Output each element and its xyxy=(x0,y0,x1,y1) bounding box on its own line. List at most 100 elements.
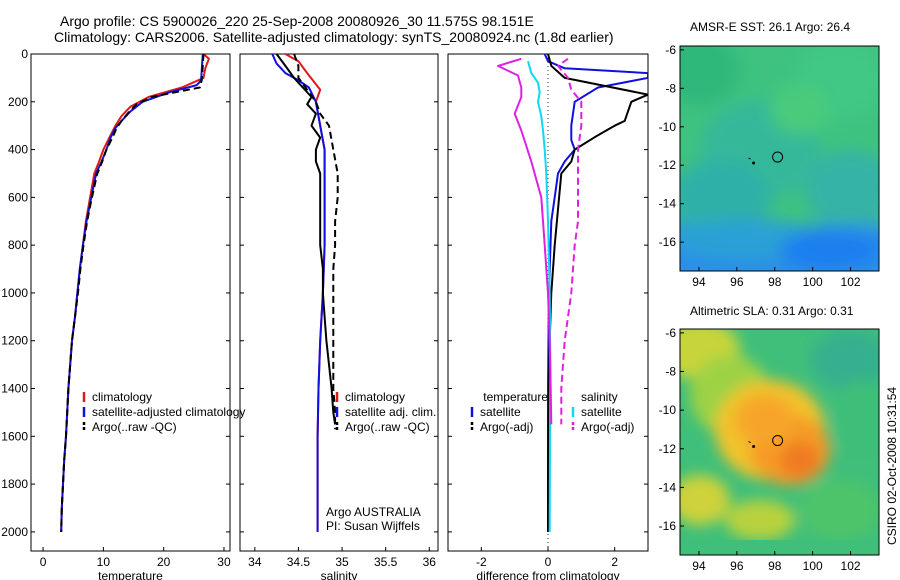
float-track-segment xyxy=(748,441,751,443)
salinity-series-line xyxy=(293,54,339,430)
depth-tick-label: 2000 xyxy=(1,525,28,539)
temperature-xtick-label: 20 xyxy=(157,555,171,569)
sst_map-xtick-label: 94 xyxy=(692,275,706,289)
temperature-legend-item: climatology xyxy=(92,390,152,404)
depth-tick-label: 1200 xyxy=(1,334,28,348)
figure-title-line2: Climatology: CARS2006. Satellite-adjuste… xyxy=(54,29,614,45)
temperature-frame xyxy=(30,53,231,552)
temperature-series-line xyxy=(60,54,205,532)
temperature-series-line xyxy=(60,54,204,532)
panel-salinity: 34 34.5 35 35.5 36 salinity xyxy=(239,53,439,580)
sst-map-axes: 94 96 98 100 102 -6 -8 -10 -12 -14 -16 xyxy=(659,43,861,289)
sst_map-ytick-label: -10 xyxy=(659,120,677,134)
float-location-marker xyxy=(772,151,784,163)
difference-xtick-label: -2 xyxy=(476,555,487,569)
difference-legend: temperaturesatelliteArgo(-adj)salinitysa… xyxy=(470,390,634,434)
depth-tick-label: 1000 xyxy=(1,286,28,300)
difference-series-line xyxy=(543,54,648,532)
salinity-series xyxy=(271,54,339,532)
difference-legend-item: Argo(-adj) xyxy=(581,420,634,434)
depth-tick-label: 1800 xyxy=(1,477,28,491)
temperature-xtick-label: 10 xyxy=(97,555,111,569)
difference-xtick-label: 0 xyxy=(545,555,552,569)
depth-tick-label: 1400 xyxy=(1,382,28,396)
difference-legend-heading: temperature xyxy=(483,390,548,404)
sla_map-ytick-label: -8 xyxy=(665,364,676,378)
salinity-series-line xyxy=(284,54,326,532)
timestamp-side-label: CSIRO 02-Oct-2008 10:31:54 xyxy=(885,387,899,545)
salinity-legend-item: climatology xyxy=(345,390,405,404)
sst_map-ytick-label: -16 xyxy=(659,235,677,249)
salinity-annotation: PI: Susan Wijffels xyxy=(326,519,420,533)
profile-panels: 0 10 20 30temperature0200400600800100012001… xyxy=(1,47,649,580)
sla_map-ytick-label: -12 xyxy=(659,442,677,456)
salinity-xtick-label: 35 xyxy=(335,555,349,569)
sla_map-ytick-label: -10 xyxy=(659,403,677,417)
sst_map-xtick-label: 96 xyxy=(730,275,744,289)
depth-tick-label: 800 xyxy=(8,238,28,252)
sst-map-panel: AMSR-E SST: 26.1 Argo: 26.4 94 96 98 100 102… xyxy=(659,20,880,289)
salinity-legend-item: satellite adj. clim. xyxy=(345,405,436,419)
sla_map-xtick-label: 98 xyxy=(768,559,782,573)
sst_map-ytick-label: -6 xyxy=(665,43,676,57)
sla-map-title: Altimetric SLA: 0.31 Argo: 0.31 xyxy=(690,304,854,318)
temperature-series-line xyxy=(60,54,210,532)
salinity-legend-item: Argo(..raw -QC) xyxy=(345,420,430,434)
sst_map-ytick-label: -14 xyxy=(659,197,677,211)
sla_map-xtick-label: 96 xyxy=(730,559,744,573)
temperature-legend-item: satellite-adjusted climatology xyxy=(92,405,245,419)
sla_map-ytick-label: -14 xyxy=(659,480,677,494)
sla-map-panel: Altimetric SLA: 0.31 Argo: 0.31 94 96 98 10… xyxy=(659,304,880,573)
salinity-xtick-label: 35.5 xyxy=(374,555,398,569)
difference-series xyxy=(497,54,648,532)
sla-map-axes: 94 96 98 100 102 -6 -8 -10 -12 -14 -16 xyxy=(659,326,861,573)
difference-series-line xyxy=(547,54,648,532)
sst-map-field xyxy=(680,46,879,271)
depth-tick-label: 600 xyxy=(8,190,28,204)
depth-tick-label: 1600 xyxy=(1,429,28,443)
difference-xlabel: difference from climatology xyxy=(476,569,619,580)
sla_map-xtick-label: 100 xyxy=(803,559,823,573)
salinity-xtick-label: 34 xyxy=(248,555,262,569)
difference-xtick-label: 2 xyxy=(611,555,618,569)
sla-map-field xyxy=(680,329,879,555)
difference-series-line xyxy=(497,57,553,425)
salinity-series-line xyxy=(271,54,326,532)
temperature-legend-item: Argo(..raw -QC) xyxy=(92,420,177,434)
temperature-series xyxy=(60,54,210,532)
sst_map-xtick-label: 102 xyxy=(841,275,861,289)
salinity-series-line xyxy=(275,54,337,425)
depth-tick-label: 200 xyxy=(8,95,28,109)
salinity-xtick-label: 36 xyxy=(423,555,437,569)
difference-legend-heading: salinity xyxy=(581,390,618,404)
depth-tick-label: 0 xyxy=(21,47,28,61)
difference-series-line xyxy=(557,57,583,425)
difference-series-line xyxy=(527,60,552,532)
float-track-dot xyxy=(752,445,756,449)
salinity-annotation: Argo AUSTRALIA xyxy=(326,505,421,519)
difference-legend-item: Argo(-adj) xyxy=(480,420,533,434)
salinity-xlabel: salinity xyxy=(321,569,358,580)
salinity-frame xyxy=(239,53,439,552)
salinity-xtick-label: 34.5 xyxy=(287,555,311,569)
temperature-xlabel: temperature xyxy=(98,569,163,580)
temperature-xtick-label: 0 xyxy=(40,555,47,569)
sla_map-xtick-label: 102 xyxy=(841,559,861,573)
sst-map-title: AMSR-E SST: 26.1 Argo: 26.4 xyxy=(690,20,850,34)
sla_map-ytick-label: -16 xyxy=(659,519,677,533)
sla_map-xtick-label: 94 xyxy=(692,559,706,573)
float-track-segment xyxy=(748,157,751,160)
float-location-marker xyxy=(772,435,784,447)
sst_map-xtick-label: 100 xyxy=(803,275,823,289)
sst_map-ytick-label: -12 xyxy=(659,158,677,172)
float-track-dot xyxy=(752,161,756,165)
sla_map-ytick-label: -6 xyxy=(665,326,676,340)
sst_map-ytick-label: -8 xyxy=(665,81,676,95)
sst_map-xtick-label: 98 xyxy=(768,275,782,289)
difference-legend-item: satellite xyxy=(581,405,622,419)
depth-tick-label: 400 xyxy=(8,143,28,157)
